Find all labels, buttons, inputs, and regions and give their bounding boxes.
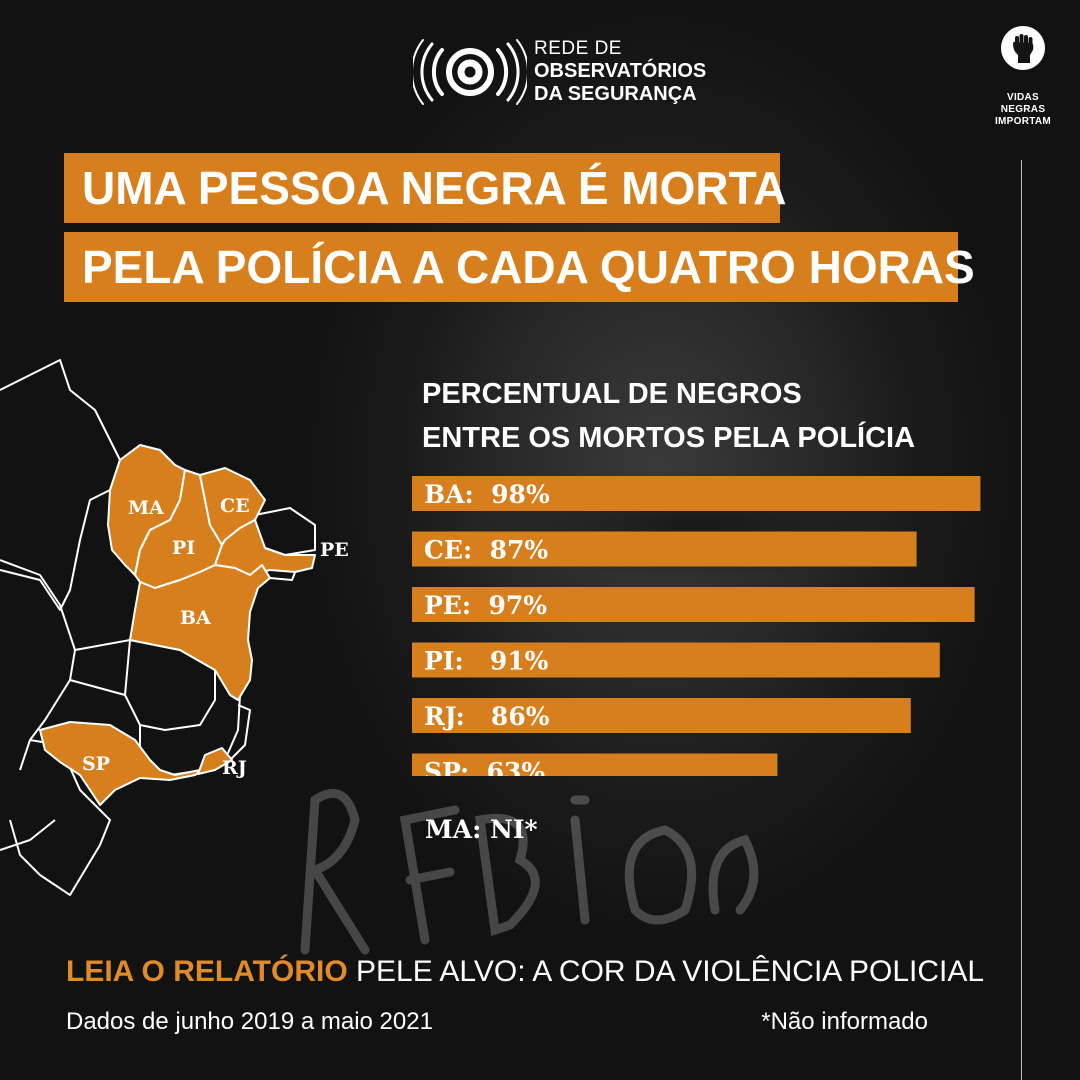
map-label-pi: PI (172, 537, 195, 559)
bar-label-pe: PE: 97% (424, 591, 547, 620)
report-highlight: LEIA O RELATÓRIO (66, 955, 348, 988)
bar-label-ba: BA: 98% (424, 480, 550, 509)
signal-rings-icon (413, 39, 527, 105)
chart-title-line-2: ENTRE OS MORTOS PELA POLÍCIA (422, 422, 916, 454)
headline-line-1: UMA PESSOA NEGRA É MORTA (64, 153, 787, 223)
map-outline-es (229, 704, 251, 761)
map-outline-north (0, 359, 121, 611)
badge-line-1: VIDAS (1006, 92, 1040, 103)
map-state-rj (197, 747, 233, 775)
map-label-ba: BA (180, 607, 211, 629)
map-outline-west (0, 559, 76, 771)
map-state-sp (39, 721, 211, 806)
logo-line-3: DA SEGURANÇA (534, 83, 697, 105)
bar-ba (412, 476, 981, 511)
chart-title-line-1: PERCENTUAL DE NEGROS (422, 378, 802, 410)
bar-label-pi: PI: 91% (424, 647, 549, 676)
bar-pi (412, 642, 940, 678)
background-graffiti (300, 788, 759, 955)
vidas-negras-importam-badge: VIDAS NEGRAS IMPORTAM (985, 26, 1061, 128)
map-label-ma: MA (128, 497, 164, 519)
logo-line-1: REDE DE (534, 38, 622, 59)
bar-pe (412, 587, 975, 622)
map-outline-mid (69, 639, 131, 696)
data-period: Dados de junho 2019 a maio 2021 (66, 1008, 433, 1035)
map-label-sp: SP (82, 753, 110, 775)
map-label-rj: RJ (222, 757, 247, 779)
bar-label-rj: RJ: 86% (424, 702, 550, 731)
map-label-pe: PE (320, 539, 349, 561)
report-callout: LEIA O RELATÓRIO PELE ALVO: A COR DA VIO… (66, 954, 984, 990)
bar-sp (412, 753, 778, 776)
footnote: *Não informado (761, 1008, 928, 1035)
headline-line-2: PELA POLÍCIA A CADA QUATRO HORAS (64, 232, 975, 302)
bar-ce (412, 531, 917, 567)
bar-label-sp: SP: 63% (424, 758, 545, 777)
not-informed-label: MA: NI* (425, 815, 538, 844)
chart-title: PERCENTUAL DE NEGROS ENTRE OS MORTOS PEL… (422, 372, 915, 460)
divider-line (1021, 160, 1022, 1080)
brazil-map: MA CE PI PE BA SP RJ (0, 359, 349, 896)
report-title: PELE ALVO: A COR DA VIOLÊNCIA POLICIAL (347, 955, 985, 988)
map-label-ce: CE (220, 495, 250, 517)
bar-label-ce: CE: 87% (424, 536, 548, 565)
badge-line-3: IMPORTAM (994, 116, 1052, 127)
logo-line-2: OBSERVATÓRIOS (534, 60, 707, 82)
raised-fist-icon (1001, 26, 1045, 70)
rede-observatorios-logo: REDE DE OBSERVATÓRIOS DA SEGURANÇA (413, 36, 706, 108)
badge-line-2: NEGRAS (1000, 104, 1046, 115)
map-state-ba (129, 564, 271, 701)
bar-rj (412, 698, 911, 733)
bar-chart: BA: 98% CE: 87% PE: 97% PI: 91% RJ: 86% SP: 6… (412, 476, 981, 777)
